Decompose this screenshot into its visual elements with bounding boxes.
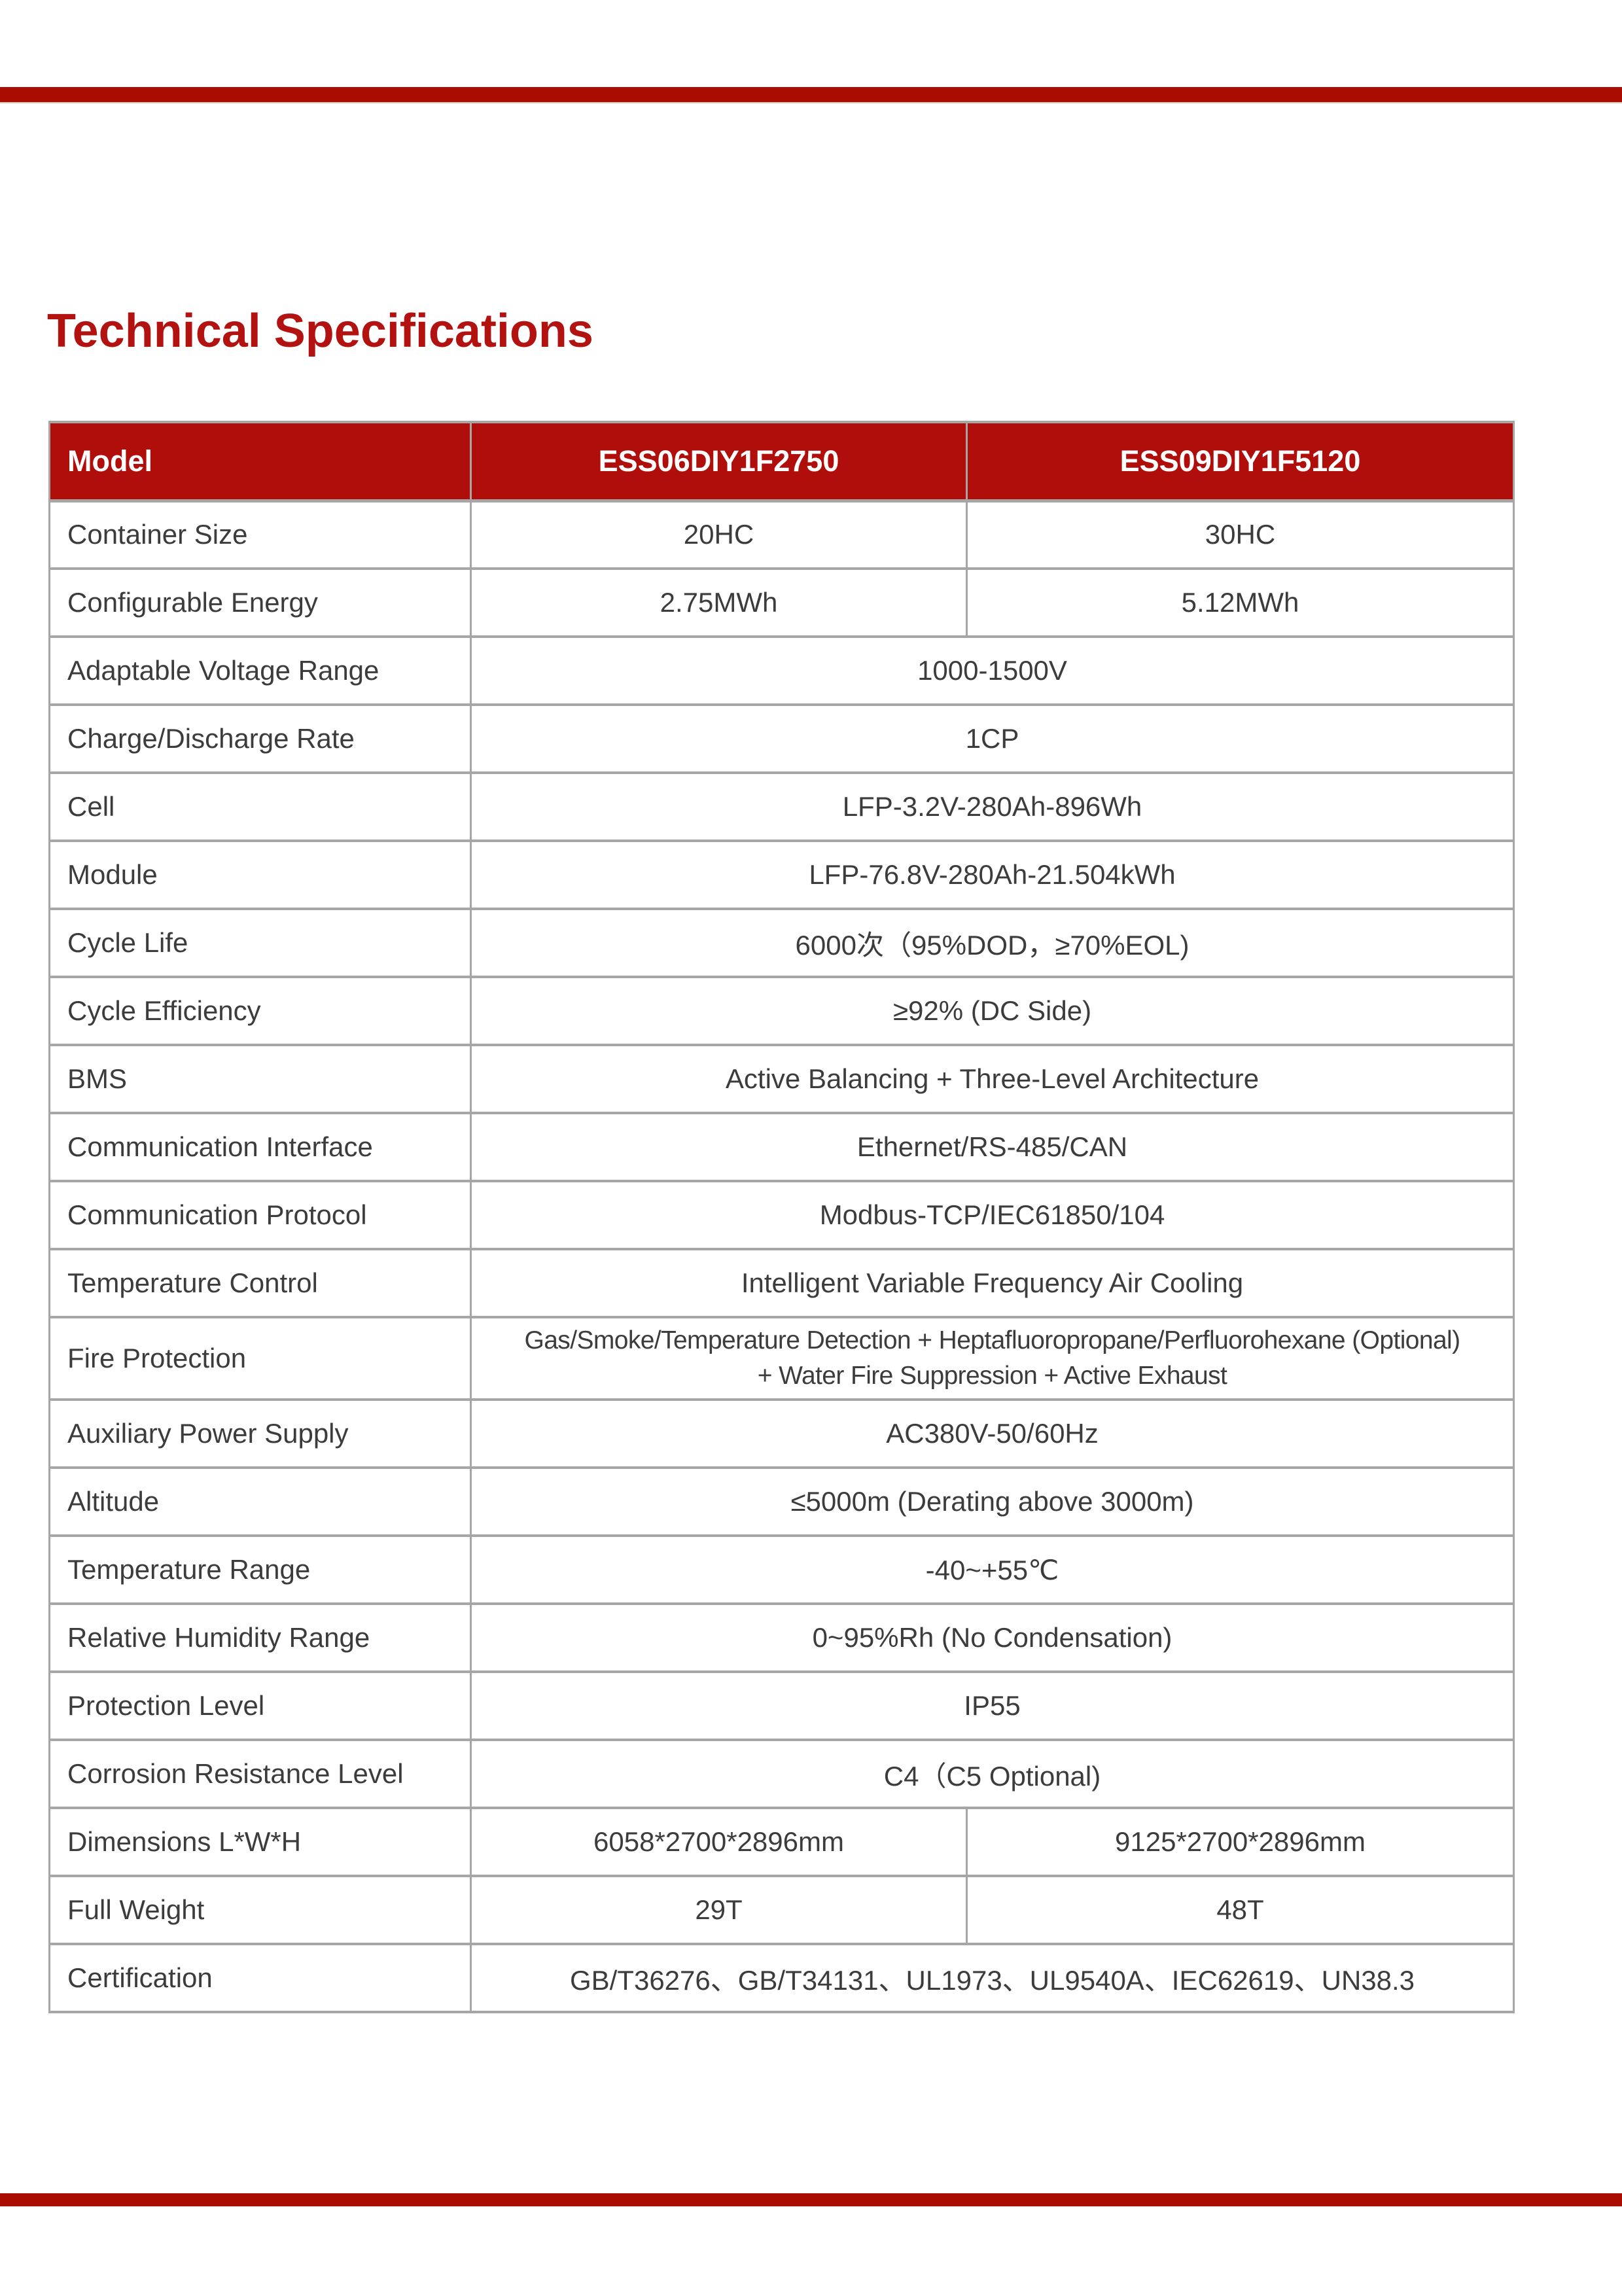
table-row: Protection Level IP55 [48,1670,1515,1741]
spec-label: Full Weight [48,1875,472,1945]
spec-value-col1: 29T [470,1875,968,1945]
spec-value-col1: 2.75MWh [470,567,968,638]
spec-value: Gas/Smoke/Temperature Detection + Heptaf… [470,1316,1515,1401]
table-row: Certification GB/T36276、GB/T34131、UL1973… [48,1943,1515,2013]
spec-label: Auxiliary Power Supply [48,1398,472,1469]
table-header-row: Model ESS06DIY1F2750 ESS09DIY1F5120 [48,421,1515,503]
table-row: Cell LFP-3.2V-280Ah-896Wh [48,771,1515,842]
table-row: Container Size 20HC 30HC [48,499,1515,570]
table-row: Altitude ≤5000m (Derating above 3000m) [48,1466,1515,1537]
spec-label: Dimensions L*W*H [48,1807,472,1877]
spec-label: Charge/Discharge Rate [48,703,472,774]
spec-label: Altitude [48,1466,472,1537]
spec-label: Corrosion Resistance Level [48,1739,472,1809]
spec-label: Container Size [48,499,472,570]
spec-label: Fire Protection [48,1316,472,1401]
spec-value: GB/T36276、GB/T34131、UL1973、UL9540A、IEC62… [470,1943,1515,2013]
header-model-label: Model [48,421,472,503]
table-row: Module LFP-76.8V-280Ah-21.504kWh [48,839,1515,910]
spec-label: Cell [48,771,472,842]
spec-label: Cycle Efficiency [48,976,472,1046]
table-row: Fire Protection Gas/Smoke/Temperature De… [48,1316,1515,1401]
top-accent-bar [0,87,1622,103]
spec-label: Configurable Energy [48,567,472,638]
spec-value: Modbus-TCP/IEC61850/104 [470,1180,1515,1250]
spec-value: ≤5000m (Derating above 3000m) [470,1466,1515,1537]
spec-value: 6000次（95%DOD，≥70%EOL) [470,908,1515,978]
spec-value: -40~+55℃ [470,1534,1515,1605]
spec-value: C4（C5 Optional) [470,1739,1515,1809]
spec-label: Communication Protocol [48,1180,472,1250]
spec-label: Cycle Life [48,908,472,978]
spec-label: BMS [48,1044,472,1114]
table-row: Charge/Discharge Rate 1CP [48,703,1515,774]
spec-label: Communication Interface [48,1112,472,1182]
spec-value-col2: 30HC [966,499,1515,570]
spec-value: 1000-1500V [470,635,1515,706]
table-row: Dimensions L*W*H 6058*2700*2896mm 9125*2… [48,1807,1515,1877]
table-row: Cycle Life 6000次（95%DOD，≥70%EOL) [48,908,1515,978]
spec-value: AC380V-50/60Hz [470,1398,1515,1469]
table-row: Corrosion Resistance Level C4（C5 Optiona… [48,1739,1515,1809]
table-row: Adaptable Voltage Range 1000-1500V [48,635,1515,706]
table-row: BMS Active Balancing + Three-Level Archi… [48,1044,1515,1114]
table-row: Communication Interface Ethernet/RS-485/… [48,1112,1515,1182]
bottom-accent-bar [0,2193,1622,2206]
header-model-ess09: ESS09DIY1F5120 [966,421,1515,503]
spec-value-col2: 5.12MWh [966,567,1515,638]
spec-value: LFP-76.8V-280Ah-21.504kWh [470,839,1515,910]
spec-value-col1: 20HC [470,499,968,570]
specifications-table: Model ESS06DIY1F2750 ESS09DIY1F5120 Cont… [48,421,1515,2013]
table-row: Auxiliary Power Supply AC380V-50/60Hz [48,1398,1515,1469]
table-row: Communication Protocol Modbus-TCP/IEC618… [48,1180,1515,1250]
table-row: Temperature Control Intelligent Variable… [48,1248,1515,1318]
spec-value-col2: 9125*2700*2896mm [966,1807,1515,1877]
table-row: Temperature Range -40~+55℃ [48,1534,1515,1605]
spec-value: 1CP [470,703,1515,774]
spec-label: Temperature Control [48,1248,472,1318]
spec-value: ≥92% (DC Side) [470,976,1515,1046]
table-row: Configurable Energy 2.75MWh 5.12MWh [48,567,1515,638]
spec-value: 0~95%Rh (No Condensation) [470,1602,1515,1673]
spec-label: Module [48,839,472,910]
spec-value: Active Balancing + Three-Level Architect… [470,1044,1515,1114]
spec-value-col2: 48T [966,1875,1515,1945]
spec-label: Certification [48,1943,472,2013]
spec-value: Ethernet/RS-485/CAN [470,1112,1515,1182]
spec-label: Adaptable Voltage Range [48,635,472,706]
table-row: Cycle Efficiency ≥92% (DC Side) [48,976,1515,1046]
table-row: Relative Humidity Range 0~95%Rh (No Cond… [48,1602,1515,1673]
page-title: Technical Specifications [47,305,593,357]
spec-value-col1: 6058*2700*2896mm [470,1807,968,1877]
spec-label: Relative Humidity Range [48,1602,472,1673]
table-row: Full Weight 29T 48T [48,1875,1515,1945]
spec-value: LFP-3.2V-280Ah-896Wh [470,771,1515,842]
spec-label: Protection Level [48,1670,472,1741]
spec-label: Temperature Range [48,1534,472,1605]
header-model-ess06: ESS06DIY1F2750 [470,421,968,503]
spec-value: IP55 [470,1670,1515,1741]
spec-value: Intelligent Variable Frequency Air Cooli… [470,1248,1515,1318]
